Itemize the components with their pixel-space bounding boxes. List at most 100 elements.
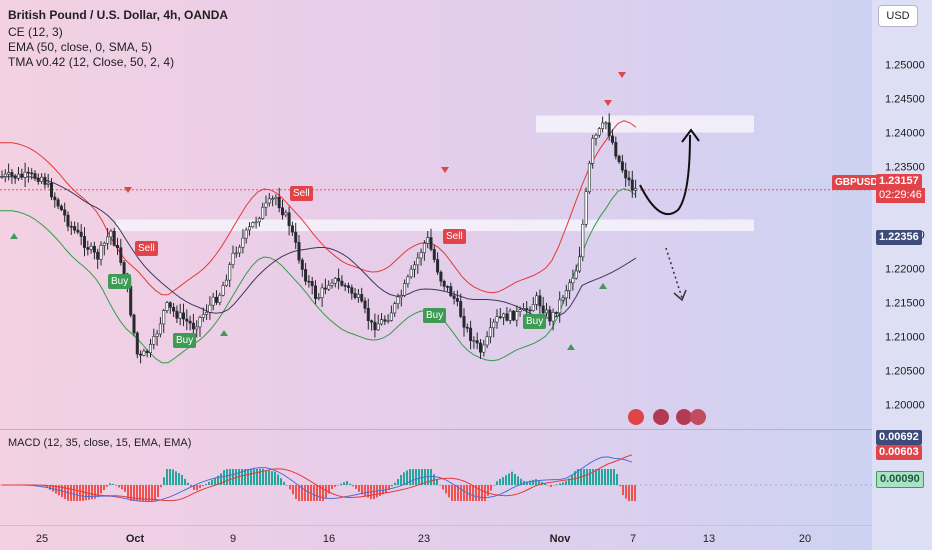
symbol-title: British Pound / U.S. Dollar, 4h, OANDA [8, 8, 229, 22]
candle-body [531, 304, 535, 311]
candle-body [396, 296, 400, 304]
candle-body [254, 221, 258, 224]
macd-histogram-bar [616, 473, 618, 485]
macd-histogram-bar [367, 485, 369, 498]
buy-signal-label: Buy [423, 308, 447, 323]
candle-body [83, 236, 87, 248]
buy-triangle-icon [220, 330, 228, 336]
macd-histogram-bar [271, 471, 273, 485]
candle-body [409, 268, 413, 278]
macd-histogram-bar [547, 485, 549, 486]
candle-body [102, 242, 106, 246]
macd-histogram-bar [499, 478, 501, 485]
macd-histogram-bar [127, 485, 129, 499]
candle-body [261, 206, 265, 219]
candle-body [109, 230, 113, 238]
candle-body [224, 279, 228, 286]
candle-body [574, 270, 578, 279]
us-flag-event-icon[interactable] [653, 409, 669, 425]
pane-separator [0, 429, 872, 430]
macd-histogram-bar [124, 485, 126, 492]
price-axis-tick: 1.21000 [885, 332, 925, 344]
forecast-curve-arrow [639, 134, 691, 216]
candle-body [76, 229, 80, 233]
macd-histogram-bar [391, 485, 393, 487]
candle-body [587, 162, 591, 193]
candle-body [551, 312, 555, 322]
macd-label[interactable]: MACD (12, 35, close, 15, EMA, EMA) [8, 437, 192, 449]
macd-histogram-bar [184, 478, 186, 485]
macd-histogram-bar [520, 478, 522, 485]
macd-histogram-bar [517, 476, 519, 485]
candle-body [320, 287, 324, 298]
macd-histogram-bar [79, 485, 81, 501]
candle-body [231, 252, 235, 265]
candle-body [610, 135, 614, 143]
indicator-tma-label[interactable]: TMA v0.42 (12, Close, 50, 2, 4) [8, 55, 175, 69]
candle-body [284, 212, 288, 216]
candle-body [379, 319, 383, 325]
candle-body [208, 304, 212, 313]
macd-histogram-bar [469, 485, 471, 501]
candle-body [548, 309, 552, 322]
candle-body [248, 226, 252, 231]
macd-histogram-bar [457, 485, 459, 501]
us-flag-event-icon[interactable] [676, 409, 692, 425]
macd-histogram-bar [460, 485, 462, 501]
candle-body [426, 237, 430, 244]
macd-histogram-bar [595, 469, 597, 485]
macd-histogram-bar [553, 485, 555, 486]
price-axis-tick: 1.22000 [885, 264, 925, 276]
macd-histogram-bar [625, 485, 627, 499]
macd-histogram-bar [268, 470, 270, 485]
macd-histogram-bar [307, 485, 309, 501]
candle-body [16, 173, 20, 179]
candle-body [346, 285, 350, 288]
candle-body [238, 246, 242, 254]
candle-body [495, 316, 499, 323]
macd-histogram-bar [610, 469, 612, 485]
candle-body [112, 230, 116, 246]
macd-histogram-bar [46, 485, 48, 489]
macd-histogram-bar [472, 485, 474, 501]
macd-histogram-bar [583, 469, 585, 485]
candle-body [13, 175, 17, 179]
macd-value-tag: 0.00692 [876, 430, 922, 445]
macd-histogram-bar [556, 484, 558, 485]
indicator-ce-label[interactable]: CE (12, 3) [8, 25, 63, 39]
candle-body [554, 312, 558, 314]
resistance-zone [116, 219, 754, 232]
macd-histogram-bar [361, 485, 363, 495]
macd-histogram-bar [550, 485, 552, 488]
economic-event-icon[interactable] [628, 409, 644, 425]
macd-histogram-bar [187, 482, 189, 485]
candle-body [561, 297, 565, 301]
candle-body [66, 214, 70, 227]
indicator-ema-label[interactable]: EMA (50, close, 0, SMA, 5) [8, 40, 153, 54]
candle-body [376, 323, 380, 331]
macd-histogram-bar [406, 470, 408, 485]
candle-body [333, 278, 337, 284]
candle-body [502, 313, 506, 318]
macd-histogram-bar [346, 481, 348, 485]
currency-button[interactable]: USD [878, 5, 918, 27]
macd-histogram-bar [544, 483, 546, 485]
candle-body [445, 286, 449, 288]
us-flag-event-icon[interactable] [690, 409, 706, 425]
macd-histogram-bar [355, 485, 357, 489]
candle-body [597, 128, 601, 136]
price-axis-tick: 1.20000 [885, 400, 925, 412]
macd-histogram-bar [322, 485, 324, 501]
candle-body [30, 172, 34, 175]
candle-body [568, 282, 572, 292]
candle-body [73, 226, 77, 231]
macd-histogram-bar [223, 470, 225, 485]
macd-histogram-bar [484, 485, 486, 501]
candle-body [383, 319, 387, 322]
candle-body [191, 322, 195, 330]
candle-body [304, 269, 308, 282]
candle-body [56, 199, 60, 207]
candle-body [627, 177, 631, 181]
macd-histogram-bar [292, 485, 294, 495]
